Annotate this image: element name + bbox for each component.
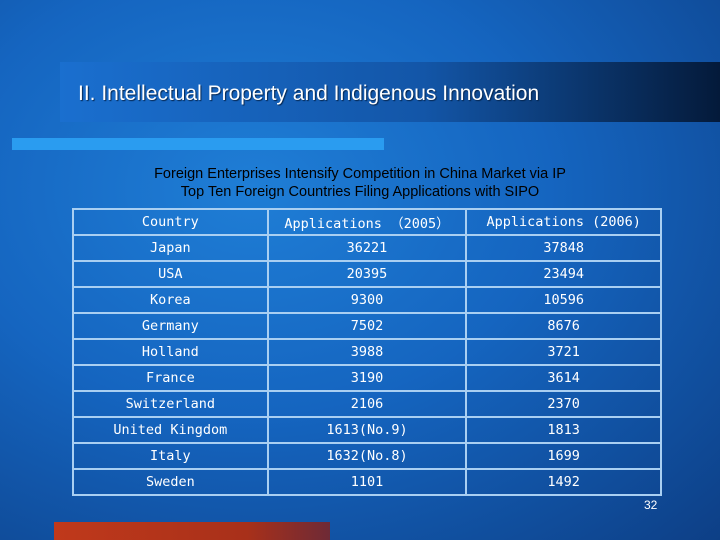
cell-2006: 2370 — [465, 390, 662, 418]
cell-2005: 3190 — [266, 364, 468, 392]
page-number: 32 — [644, 498, 658, 512]
table-row: Korea 9300 10596 — [72, 286, 662, 314]
cell-2005: 2106 — [266, 390, 468, 418]
header-applications-2006: Applications (2006) — [465, 208, 662, 236]
table-row: Switzerland 2106 2370 — [72, 390, 662, 418]
cell-country: Italy — [72, 442, 269, 470]
accent-bar — [12, 138, 384, 150]
cell-country: Switzerland — [72, 390, 269, 418]
cell-2006: 1492 — [465, 468, 662, 496]
cell-2005: 1632(No.8) — [266, 442, 468, 470]
applications-table: Country Applications （2005） Applications… — [72, 208, 662, 496]
cell-country: Korea — [72, 286, 269, 314]
cell-2006: 8676 — [465, 312, 662, 340]
cell-country: France — [72, 364, 269, 392]
cell-2006: 1699 — [465, 442, 662, 470]
cell-2005: 9300 — [266, 286, 468, 314]
table-row: Holland 3988 3721 — [72, 338, 662, 366]
cell-country: United Kingdom — [72, 416, 269, 444]
cell-2006: 1813 — [465, 416, 662, 444]
title-bar — [60, 62, 720, 122]
cell-2005: 7502 — [266, 312, 468, 340]
cell-country: Germany — [72, 312, 269, 340]
table-row: Sweden 1101 1492 — [72, 468, 662, 496]
cell-country: Japan — [72, 234, 269, 262]
table-row: Germany 7502 8676 — [72, 312, 662, 340]
subtitle-line-2: Top Ten Foreign Countries Filing Applica… — [180, 184, 540, 200]
table-row: United Kingdom 1613(No.9) 1813 — [72, 416, 662, 444]
table-row: USA 20395 23494 — [72, 260, 662, 288]
cell-2005: 1613(No.9) — [266, 416, 468, 444]
cell-2005: 3988 — [266, 338, 468, 366]
cell-country: USA — [72, 260, 269, 288]
cell-2005: 20395 — [266, 260, 468, 288]
subtitle-line-1: Foreign Enterprises Intensify Competitio… — [154, 166, 566, 182]
cell-country: Holland — [72, 338, 269, 366]
slide-title: II. Intellectual Property and Indigenous… — [78, 82, 540, 105]
cell-2006: 3614 — [465, 364, 662, 392]
table-row: Japan 36221 37848 — [72, 234, 662, 262]
cell-2005: 1101 — [266, 468, 468, 496]
cell-2005: 36221 — [266, 234, 468, 262]
cell-2006: 37848 — [465, 234, 662, 262]
table-header-row: Country Applications （2005） Applications… — [72, 208, 662, 236]
cell-2006: 23494 — [465, 260, 662, 288]
cell-2006: 10596 — [465, 286, 662, 314]
header-country: Country — [72, 208, 269, 236]
bottom-accent-bar — [54, 522, 330, 540]
cell-2006: 3721 — [465, 338, 662, 366]
table-row: Italy 1632(No.8) 1699 — [72, 442, 662, 470]
header-applications-2005: Applications （2005） — [266, 208, 468, 236]
cell-country: Sweden — [72, 468, 269, 496]
table-row: France 3190 3614 — [72, 364, 662, 392]
